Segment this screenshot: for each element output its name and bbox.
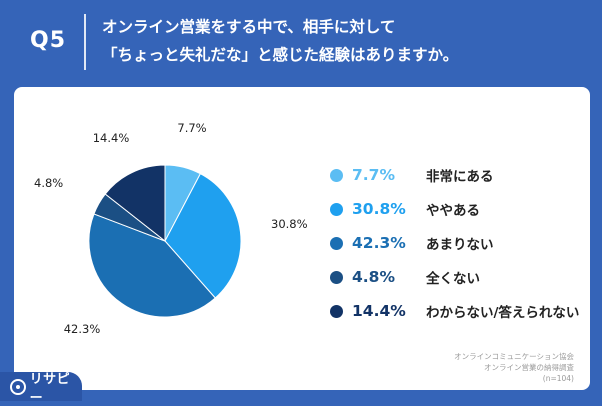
legend-category: ややある — [426, 203, 480, 219]
header: Q5 オンライン営業をする中で、相手に対して 「ちょっと失礼だな」と感じた経験は… — [0, 0, 602, 82]
legend-value: 7.7% — [352, 166, 395, 184]
question-title: オンライン営業をする中で、相手に対して 「ちょっと失礼だな」と感じた経験はありま… — [102, 13, 458, 69]
legend-item: 14.4% わからない/答えられない — [330, 294, 579, 328]
pie-chart: 7.7% 30.8% 42.3% 4.8% 14.4% — [34, 121, 308, 336]
legend-swatch — [330, 304, 343, 318]
header-divider — [84, 14, 86, 70]
legend-category: わからない/答えられない — [426, 305, 580, 321]
question-number: Q5 — [30, 28, 67, 53]
legend-item: 30.8% ややある — [330, 192, 579, 226]
legend-swatch — [330, 270, 343, 284]
source-line2: オンライン営業の納得調査 — [484, 363, 574, 372]
legend-item: 4.8% 全くない — [330, 260, 579, 294]
legend-value: 30.8% — [352, 200, 406, 218]
legend-swatch — [330, 168, 343, 182]
legend-category: 非常にある — [426, 169, 494, 185]
legend-category: 全くない — [426, 271, 480, 287]
brand-name: リサピー — [29, 371, 71, 406]
legend: 7.7% 非常にある 30.8% ややある 42.3% あまりない 4.8% 全くない 14.4… — [330, 158, 579, 328]
source-line1: オンラインコミュニケーション協会 — [454, 352, 574, 361]
legend-value: 14.4% — [352, 302, 406, 320]
pie-data-label-4: 4.8% — [34, 176, 63, 190]
legend-item: 7.7% 非常にある — [330, 158, 579, 192]
legend-value: 4.8% — [352, 268, 395, 286]
legend-item: 42.3% あまりない — [330, 226, 579, 260]
pie-data-label-1: 7.7% — [177, 121, 206, 135]
pie-slice-3 — [88, 213, 216, 318]
source-line3: (n=104) — [542, 374, 574, 383]
pie-data-label-2: 30.8% — [271, 217, 308, 231]
brand-logo-icon — [10, 378, 26, 395]
chart-card: 7.7% 30.8% 42.3% 4.8% 14.4% 7.7% 非常にある 30.8% やや… — [14, 87, 590, 390]
question-title-line1: オンライン営業をする中で、相手に対して — [102, 18, 396, 36]
legend-category: あまりない — [426, 237, 494, 253]
brand-logo: リサピー — [0, 372, 82, 406]
question-title-line2: 「ちょっと失礼だな」と感じた経験はありますか。 — [102, 46, 459, 64]
pie-slice-5 — [104, 164, 166, 243]
legend-value: 42.3% — [352, 234, 406, 252]
source-note: オンラインコミュニケーション協会 オンライン営業の納得調査 (n=104) — [454, 351, 574, 384]
pie-data-label-5: 14.4% — [93, 131, 130, 145]
legend-swatch — [330, 236, 343, 250]
pie-data-label-3: 42.3% — [64, 322, 101, 336]
pie-slice-2 — [164, 173, 242, 299]
legend-swatch — [330, 202, 343, 216]
